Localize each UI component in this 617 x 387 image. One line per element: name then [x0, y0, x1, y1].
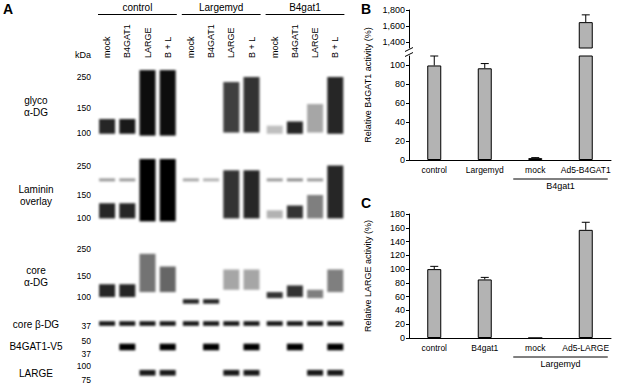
svg-text:α-DG: α-DG: [24, 107, 48, 118]
svg-text:control: control: [122, 2, 152, 13]
svg-text:160: 160: [390, 223, 405, 233]
svg-text:B4GAT1: B4GAT1: [122, 24, 132, 58]
svg-text:20: 20: [395, 319, 405, 329]
svg-text:core: core: [26, 265, 46, 276]
svg-text:B4GAT1-V5: B4GAT1-V5: [9, 341, 63, 352]
svg-text:20: 20: [395, 136, 405, 146]
svg-text:B4gat1: B4gat1: [546, 181, 575, 191]
svg-text:40: 40: [395, 305, 405, 315]
svg-text:60: 60: [395, 98, 405, 108]
svg-text:Ad5-B4GAT1: Ad5-B4GAT1: [561, 165, 611, 175]
svg-text:B4GAT1: B4GAT1: [206, 24, 216, 58]
svg-text:Largemyd: Largemyd: [466, 165, 504, 175]
svg-text:mock: mock: [270, 36, 280, 58]
svg-text:150: 150: [77, 271, 91, 281]
svg-text:Ad5-LARGE: Ad5-LARGE: [562, 343, 609, 353]
svg-text:mock: mock: [186, 36, 196, 58]
svg-text:B4gat1: B4gat1: [471, 343, 498, 353]
svg-text:140: 140: [390, 237, 405, 247]
svg-text:150: 150: [77, 103, 91, 113]
svg-text:120: 120: [390, 250, 405, 260]
svg-text:mock: mock: [525, 165, 546, 175]
svg-text:0: 0: [400, 333, 405, 343]
svg-text:100: 100: [77, 292, 91, 302]
svg-text:100: 100: [77, 361, 91, 371]
svg-text:150: 150: [77, 190, 91, 200]
svg-text:LARGE: LARGE: [19, 368, 53, 379]
svg-text:100: 100: [77, 213, 91, 223]
svg-text:B + L: B + L: [330, 37, 340, 58]
svg-text:B4gat1: B4gat1: [289, 2, 321, 13]
svg-text:Relative LARGE activity (%): Relative LARGE activity (%): [363, 220, 373, 332]
svg-text:control: control: [421, 165, 447, 175]
svg-text:1,600: 1,600: [382, 21, 405, 31]
svg-text:0: 0: [400, 155, 405, 165]
svg-text:Largemyd: Largemyd: [540, 359, 580, 369]
svg-text:Laminin: Laminin: [18, 184, 53, 195]
svg-text:80: 80: [395, 79, 405, 89]
svg-text:LARGE: LARGE: [143, 27, 153, 58]
svg-text:B: B: [361, 1, 371, 17]
svg-text:Relative B4GAT1 activity (%): Relative B4GAT1 activity (%): [363, 27, 373, 142]
svg-text:LARGE: LARGE: [310, 27, 320, 58]
svg-text:overlay: overlay: [20, 196, 52, 207]
svg-text:37: 37: [82, 321, 92, 331]
svg-text:B + L: B + L: [163, 37, 173, 58]
svg-text:250: 250: [77, 161, 91, 171]
svg-text:250: 250: [77, 72, 91, 82]
svg-text:mock: mock: [525, 343, 546, 353]
svg-text:glyco: glyco: [24, 95, 48, 106]
svg-text:40: 40: [395, 117, 405, 127]
svg-text:180: 180: [390, 209, 405, 219]
svg-text:100: 100: [390, 264, 405, 274]
svg-text:100: 100: [77, 128, 91, 138]
svg-text:60: 60: [395, 292, 405, 302]
svg-text:1,400: 1,400: [382, 37, 405, 47]
svg-text:B4GAT1: B4GAT1: [290, 24, 300, 58]
svg-text:80: 80: [395, 278, 405, 288]
svg-text:B + L: B + L: [247, 37, 257, 58]
svg-text:50: 50: [82, 336, 92, 346]
svg-text:37: 37: [82, 349, 92, 359]
svg-text:kDa: kDa: [75, 50, 91, 60]
svg-text:LARGE: LARGE: [226, 27, 236, 58]
svg-text:1,800: 1,800: [382, 5, 405, 15]
svg-text:A: A: [3, 1, 13, 17]
svg-text:core β-DG: core β-DG: [13, 319, 60, 330]
svg-text:75: 75: [82, 375, 92, 385]
svg-text:control: control: [421, 343, 447, 353]
svg-text:Largemyd: Largemyd: [199, 2, 243, 13]
svg-text:250: 250: [77, 244, 91, 254]
svg-text:100: 100: [390, 60, 405, 70]
svg-text:mock: mock: [102, 36, 112, 58]
svg-text:α-DG: α-DG: [24, 277, 48, 288]
svg-text:C: C: [361, 195, 371, 211]
